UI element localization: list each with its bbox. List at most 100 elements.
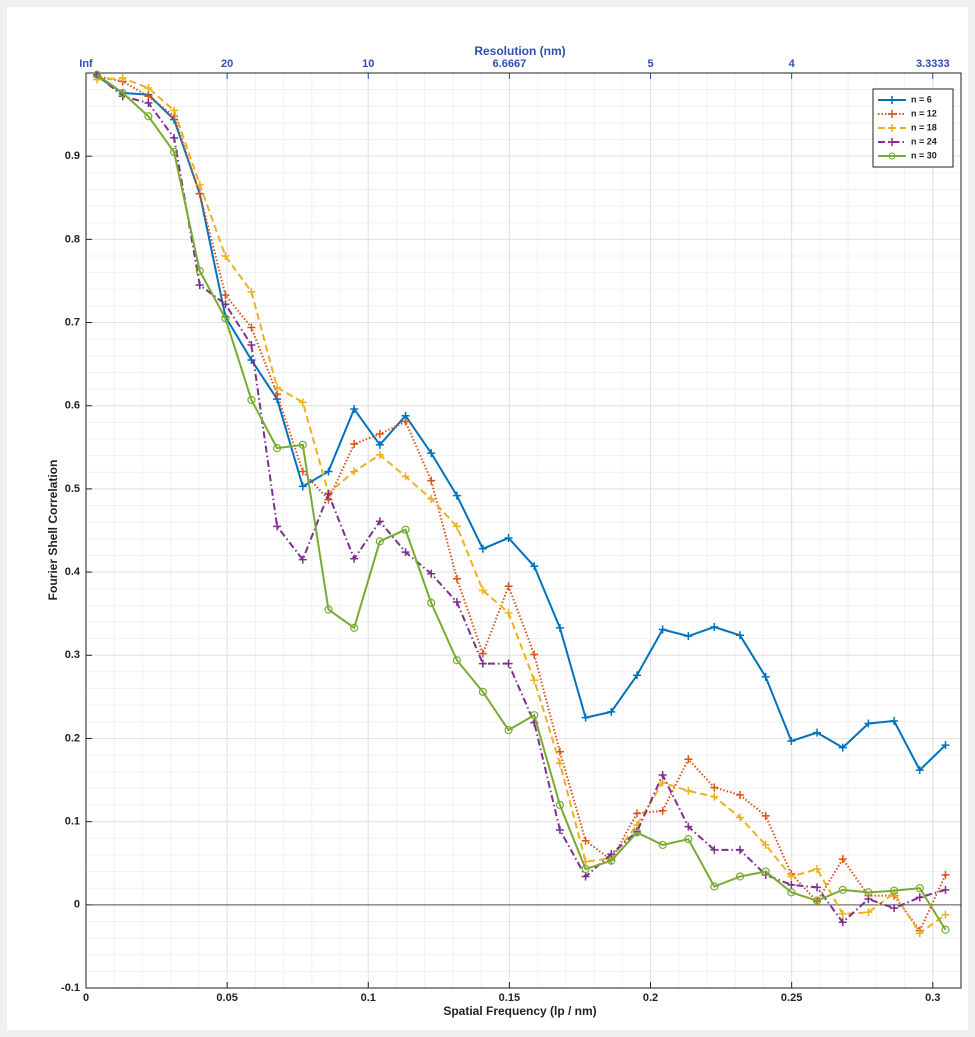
data-line <box>96 73 946 924</box>
data-point <box>350 405 359 414</box>
data-point <box>92 70 102 79</box>
data-point <box>247 287 256 296</box>
data-point <box>787 736 796 745</box>
x-tick-label: 0.15 <box>499 992 520 1004</box>
legend-label: n = 6 <box>911 94 932 104</box>
y-tick-label: 0.7 <box>65 316 80 328</box>
data-point <box>247 395 256 405</box>
legend-label: n = 24 <box>911 136 937 146</box>
data-point <box>838 885 847 894</box>
data-point <box>452 522 461 531</box>
data-point <box>272 444 282 453</box>
data-point <box>761 867 770 876</box>
data-point <box>452 491 461 500</box>
data-point <box>427 449 436 458</box>
data-point <box>144 112 153 121</box>
data-point <box>581 872 590 881</box>
data-point <box>658 840 667 850</box>
data-point <box>118 73 127 82</box>
data-point <box>478 687 487 696</box>
data-point <box>324 489 333 498</box>
data-point <box>735 813 744 822</box>
data-point <box>813 883 822 892</box>
data-point <box>195 281 204 290</box>
data-point <box>427 476 436 485</box>
data-point <box>838 855 847 864</box>
data-point <box>504 582 513 591</box>
data-point <box>530 562 539 571</box>
data-point <box>761 811 770 820</box>
x2-tick-label: 4 <box>789 58 796 70</box>
data-point <box>478 659 487 668</box>
data-point <box>658 625 667 634</box>
legend-marker <box>888 124 896 132</box>
legend-label: n = 12 <box>911 108 937 118</box>
y-tick-label: 0 <box>74 899 80 911</box>
data-point <box>195 180 204 189</box>
y-axis-label: Fourier Shell Correlation <box>46 460 60 601</box>
data-point <box>195 266 204 276</box>
figure-background <box>7 7 968 1030</box>
data-point <box>607 707 616 716</box>
data-point <box>581 836 590 845</box>
data-point <box>530 676 539 685</box>
data-point <box>350 439 359 448</box>
series <box>93 72 950 935</box>
data-point <box>915 929 924 938</box>
data-line <box>96 76 947 935</box>
data-point <box>221 291 230 300</box>
data-point <box>915 884 924 893</box>
data-point <box>170 133 179 142</box>
data-point <box>555 623 564 632</box>
data-point <box>941 870 950 879</box>
data-point <box>787 880 796 889</box>
legend-label: n = 30 <box>911 150 937 160</box>
data-point <box>890 886 899 895</box>
data-point <box>350 623 359 632</box>
x-axis-label: Spatial Frequency (lp / nm) <box>443 1004 596 1018</box>
y-tick-label: 0.1 <box>65 816 80 828</box>
x-tick-label: 0.05 <box>216 992 237 1004</box>
data-point <box>504 533 513 542</box>
data-point <box>427 598 436 607</box>
legend-marker <box>888 110 896 118</box>
x-tick-label: 0.2 <box>643 992 658 1004</box>
y-tick-label: 0.4 <box>65 566 81 578</box>
data-point <box>632 809 641 818</box>
data-point <box>273 383 282 392</box>
data-point <box>530 650 539 659</box>
data-point <box>735 872 745 881</box>
data-point <box>787 872 796 881</box>
data-point <box>247 341 256 350</box>
data-point <box>710 792 719 801</box>
data-point <box>375 450 384 459</box>
data-point <box>864 908 873 917</box>
data-line <box>96 73 947 931</box>
x2-tick-label: 5 <box>647 58 653 70</box>
data-point <box>787 888 796 897</box>
data-point <box>247 323 256 332</box>
data-point <box>452 574 461 583</box>
data-point <box>710 783 719 792</box>
data-point <box>452 656 461 665</box>
data-point <box>710 622 719 631</box>
x2-tick-label: 6.6667 <box>493 58 527 70</box>
data-point <box>813 865 822 874</box>
data-point <box>555 759 564 768</box>
data-point <box>118 88 127 98</box>
data-point <box>350 467 359 476</box>
data-point <box>632 828 642 837</box>
data-point <box>375 440 384 449</box>
legend-box <box>872 88 954 168</box>
data-point <box>530 711 539 720</box>
x2-tick-label: 3.3333 <box>916 58 950 70</box>
y-tick-label: -0.1 <box>61 982 80 994</box>
y-tick-label: 0.5 <box>65 483 80 495</box>
data-point <box>298 440 307 449</box>
data-point <box>324 467 333 476</box>
data-point <box>684 822 693 831</box>
data-point <box>735 791 744 800</box>
data-point <box>658 771 667 780</box>
data-point <box>761 672 770 681</box>
data-point <box>607 856 616 865</box>
